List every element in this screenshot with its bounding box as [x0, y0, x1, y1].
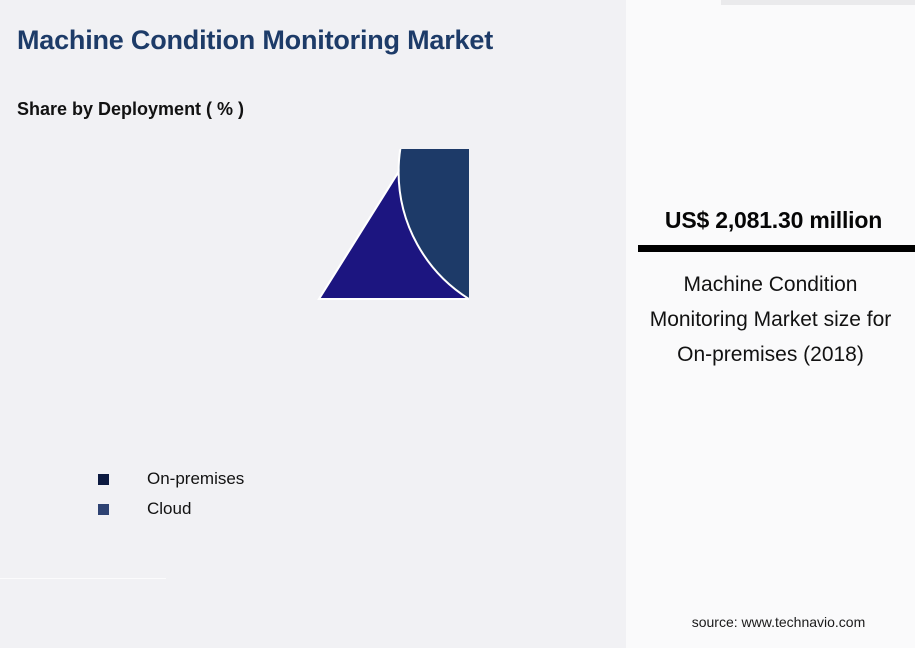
kpi-value: US$ 2,081.30 million [664, 207, 883, 233]
pie-chart [169, 149, 469, 449]
legend-swatch-icon [98, 473, 109, 485]
chart-panel: Machine Condition Monitoring Market Shar… [0, 25, 494, 579]
panel-top-band [721, 0, 915, 5]
legend-item-label: On-premises [147, 469, 245, 488]
kpi-panel: US$ 2,081.30 million Machine Condition M… [626, 0, 915, 648]
chart-subtitle: Share by Deployment ( % ) [17, 99, 245, 119]
source-note: source: www.technavio.com [691, 614, 866, 630]
legend-swatch-icon [98, 503, 109, 515]
page-title: Machine Condition Monitoring Market [17, 25, 493, 55]
kpi-rule [638, 245, 915, 252]
legend-item-cloud[interactable]: Cloud [98, 494, 244, 524]
pie-chart-svg [317, 149, 469, 301]
chart-legend: On-premises Cloud [98, 464, 244, 524]
legend-item-label: Cloud [147, 499, 192, 518]
legend-item-on-premises[interactable]: On-premises [98, 464, 244, 494]
kpi-caption: Machine Condition Monitoring Market size… [649, 273, 892, 367]
pie-slice-cloud [317, 168, 469, 300]
footer-divider [0, 578, 166, 579]
kpi-block: US$ 2,081.30 million Machine Condition M… [626, 207, 915, 372]
